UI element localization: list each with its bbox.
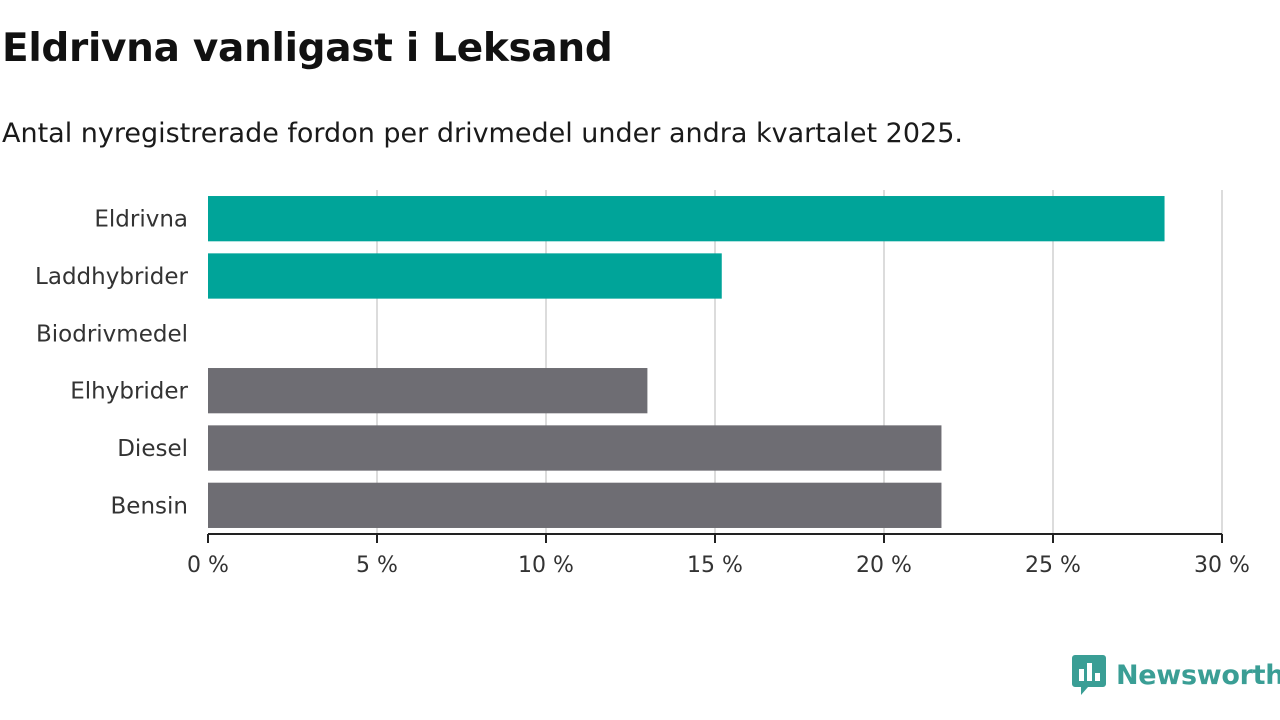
x-tick-label-20: 20 % [856,553,912,578]
category-label-eldrivna: Eldrivna [94,207,188,233]
bar-elhybrider [208,368,648,414]
bar-bensin [208,482,942,528]
category-label-laddhybrider: Laddhybrider [35,264,188,290]
x-tick-label-10: 10 % [518,553,574,578]
brand-logo: Newsworthy [1072,655,1280,695]
chart-subtitle: Antal nyregistrerade fordon per drivmede… [2,118,963,149]
x-tick-label-0: 0 % [187,553,229,578]
category-labels: Eldrivna Laddhybrider Biodrivmedel Elhybrid… [35,207,188,520]
bar-laddhybrider [208,253,722,299]
gridlines [376,190,1223,534]
category-label-diesel: Diesel [117,436,188,462]
x-tick-label-25: 25 % [1025,553,1081,578]
category-label-elhybrider: Elhybrider [70,379,188,405]
x-axis: 0 % 5 % 10 % 15 % 20 % 25 % 30 % [187,533,1250,578]
x-tick-label-15: 15 % [687,553,743,578]
category-label-bensin: Bensin [111,493,188,519]
chart-title: Eldrivna vanligast i Leksand [2,26,613,71]
bars [208,196,1165,528]
bar-eldrivna [208,196,1165,242]
bar-diesel [208,425,942,471]
category-label-biodrivmedel: Biodrivmedel [36,321,188,347]
x-tick-label-30: 30 % [1194,553,1250,578]
newsworthy-logo-icon [1072,655,1106,695]
brand-name: Newsworthy [1116,659,1280,691]
x-tick-label-5: 5 % [356,553,398,578]
